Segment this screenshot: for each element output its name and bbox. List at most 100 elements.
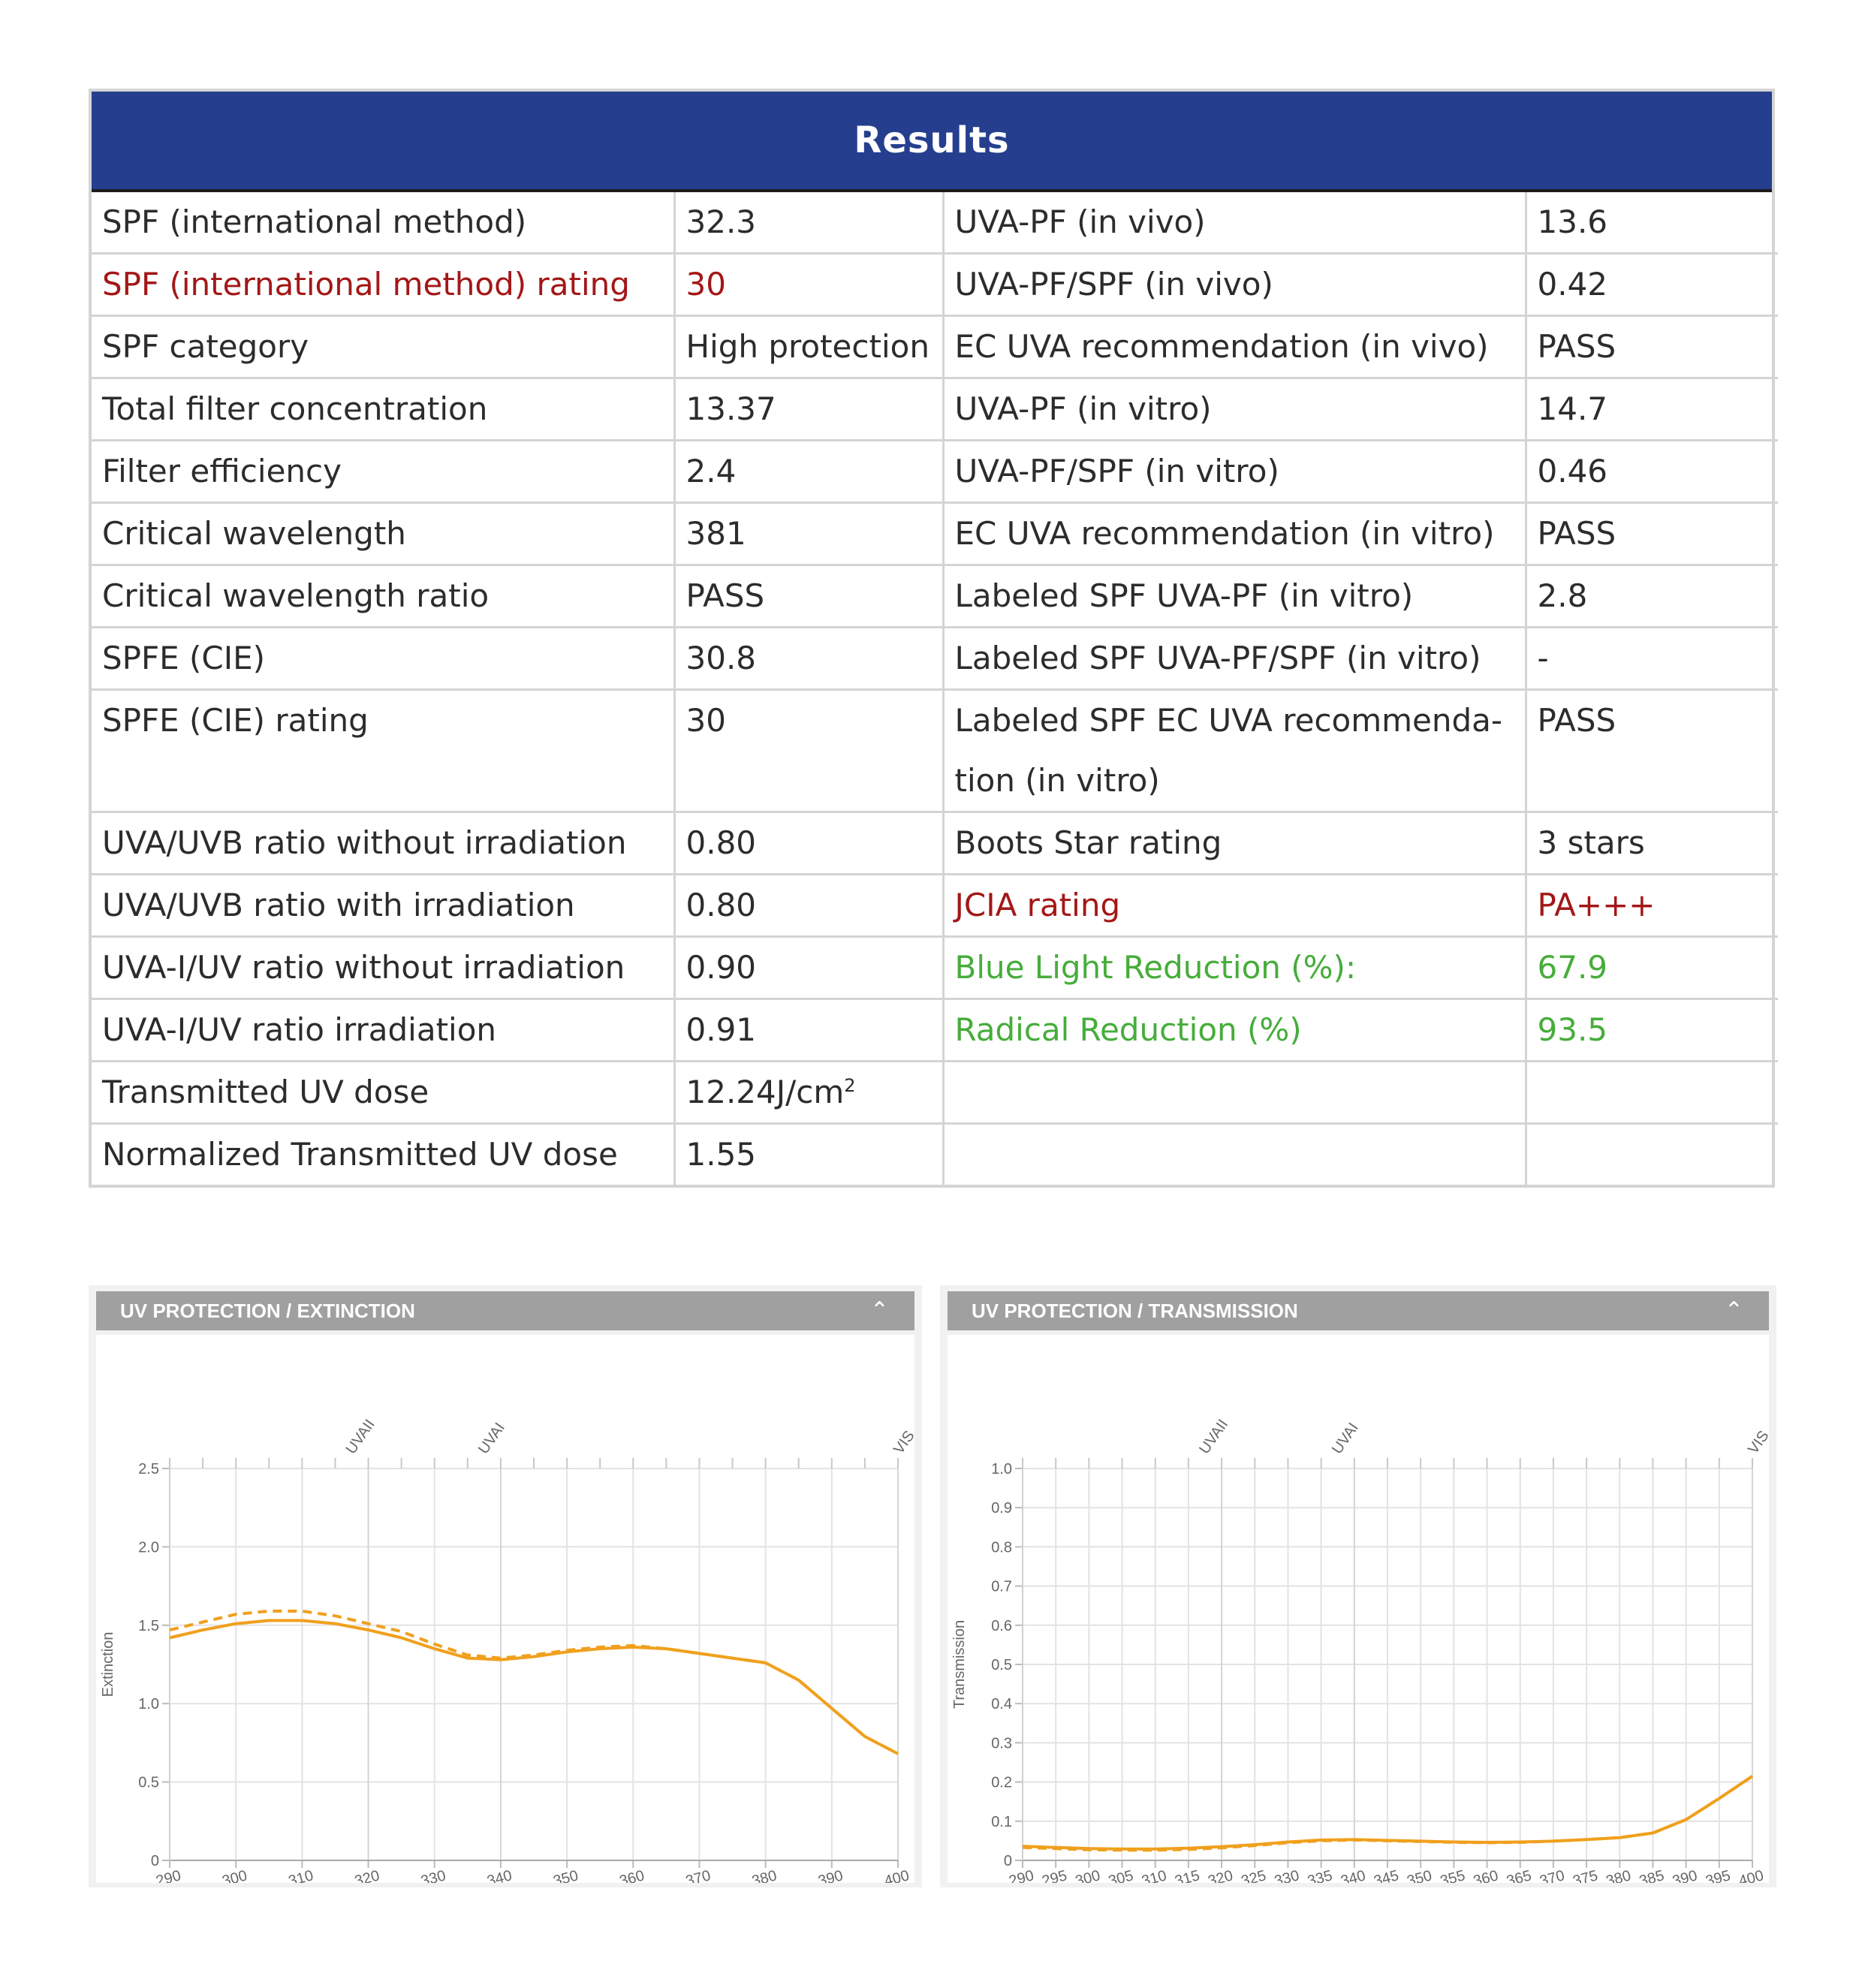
result-text: UVA-PF/SPF (in vitro) [954,453,1279,489]
result-label: EC UVA recommendation (in vitro) [942,502,1527,566]
result-text: 2.4 [685,453,737,489]
result-text: UVA-PF (in vitro) [954,390,1212,427]
x-tick-label: 370 [684,1867,713,1883]
result-value: 0.80 [673,873,945,938]
result-text: 0.80 [685,824,757,861]
x-tick-label: 400 [882,1867,911,1883]
result-value: 0.90 [673,935,945,1000]
result-text: 0.90 [685,949,757,986]
result-value: 13.6 [1524,192,1778,255]
result-label: SPF (international method) rating [92,252,676,317]
result-value: 2.4 [673,439,945,504]
result-text: PASS [1537,702,1616,739]
results-row: Critical wavelength 381 EC UVA recommendat… [92,502,1778,566]
result-label: Critical wavelength [92,502,676,566]
x-tick-label: 380 [1604,1867,1633,1883]
result-value: 381 [673,502,945,566]
result-text: SPF (international method) rating [102,266,630,303]
result-label: Transmitted UV dose [92,1060,676,1125]
result-text: 3 stars [1537,824,1645,861]
chevron-up-icon[interactable]: ⌃ [869,1297,889,1324]
result-value: 30.8 [673,626,945,691]
x-tick-label: 385 [1638,1867,1666,1883]
extinction-panel-title: UV PROTECTION / EXTINCTION [120,1300,415,1322]
result-value: 0.91 [673,998,945,1062]
result-label: UVA/UVB ratio without irradiation [92,811,676,875]
extinction-chart: 0 0.5 1.0 1.5 2.0 2.5 290 300 310 320 330 340 350 360… [96,1335,914,1883]
x-tick-label: 340 [485,1867,514,1883]
result-text: 14.7 [1537,390,1608,427]
result-label: Labeled SPF UVA-PF/SPF (in vitro) [942,626,1527,691]
result-text: 12.24J/cm [685,1074,845,1110]
result-text: 0.46 [1537,453,1608,489]
y-tick-label: 2.0 [138,1539,159,1556]
result-text: 67.9 [1537,949,1608,986]
y-tick-label: 2.5 [138,1461,159,1477]
y-tick-label: 1.0 [138,1696,159,1712]
result-text: 32.3 [685,203,757,240]
result-label: UVA-PF/SPF (in vivo) [942,252,1527,317]
y-tick-label: 1.5 [138,1618,159,1634]
x-tick-label: 360 [1472,1867,1500,1883]
result-text: Critical wavelength [102,515,406,552]
result-label: Normalized Transmitted UV dose [92,1122,676,1185]
result-text: UVA/UVB ratio without irradiation [102,824,627,861]
y-tick-label: 0.6 [991,1618,1012,1634]
x-tick-label: 340 [1339,1867,1367,1883]
result-text: 30 [685,702,726,739]
result-value: 0.42 [1524,252,1778,317]
results-row: Critical wavelength ratio PASS Labeled SPF… [92,564,1778,628]
result-text: JCIA rating [954,887,1121,923]
result-value [1524,1122,1778,1185]
y-axis-title: Transmission [951,1620,968,1709]
result-value: 67.9 [1524,935,1778,1000]
result-text: PASS [685,577,765,614]
extinction-panel: UV PROTECTION / EXTINCTION ⌃ 0 0.5 1.0 1.5 2… [89,1285,922,1887]
result-text: - [1537,640,1549,676]
y-tick-label: 0.1 [991,1814,1012,1830]
y-tick-label: 0.4 [991,1696,1012,1712]
result-text: Labeled SPF UVA-PF (in vitro) [954,577,1414,614]
result-value: 0.46 [1524,439,1778,504]
x-tick-label: 345 [1372,1867,1400,1883]
x-tick-label: 355 [1439,1867,1467,1883]
result-value: PASS [1524,502,1778,566]
transmission-panel-header[interactable]: UV PROTECTION / TRANSMISSION ⌃ [948,1291,1769,1330]
x-tick-label: 290 [154,1867,182,1883]
result-label: JCIA rating [942,873,1527,938]
x-tick-label: 305 [1107,1867,1135,1883]
plot-background [948,1335,1769,1883]
result-text: UVA-PF (in vivo) [954,203,1206,240]
result-text: UVA-I/UV ratio without irradiation [102,949,625,986]
x-tick-label: 395 [1704,1867,1732,1883]
y-tick-label: 0.5 [991,1657,1012,1673]
result-text: SPFE (CIE) rating [102,702,369,739]
x-tick-label: 370 [1538,1867,1566,1883]
result-text: Filter efficiency [102,453,342,489]
results-row: UVA-I/UV ratio without irradiation 0.90 Bl… [92,935,1778,1000]
result-text: SPF category [102,328,309,365]
results-title: Results [854,119,1010,161]
extinction-panel-header[interactable]: UV PROTECTION / EXTINCTION ⌃ [96,1291,914,1330]
transmission-panel-title: UV PROTECTION / TRANSMISSION [972,1300,1298,1322]
x-tick-label: 350 [1406,1867,1434,1883]
x-tick-label: 290 [1007,1867,1035,1883]
result-text: Boots Star rating [954,824,1222,861]
result-label: Radical Reduction (%) [942,998,1527,1062]
result-text: Blue Light Reduction (%): [954,949,1357,986]
x-tick-label: 330 [1273,1867,1301,1883]
x-tick-label: 335 [1306,1867,1334,1883]
result-text: High protection [685,328,929,365]
x-tick-label: 350 [552,1867,580,1883]
results-grid: SPF (international method) 32.3 UVA-PF (in… [92,192,1778,1185]
result-text: PA+++ [1537,887,1656,923]
chevron-up-icon[interactable]: ⌃ [1724,1297,1743,1324]
result-value: PASS [1524,315,1778,379]
result-text: Total filter concentration [102,390,488,427]
result-label: Boots Star rating [942,811,1527,875]
result-label: Total filter concentration [92,377,676,441]
result-text: UVA-PF/SPF (in vivo) [954,266,1273,303]
result-text: 30.8 [685,640,757,676]
x-tick-label: 300 [1074,1867,1102,1883]
result-value: 30 [673,252,945,317]
